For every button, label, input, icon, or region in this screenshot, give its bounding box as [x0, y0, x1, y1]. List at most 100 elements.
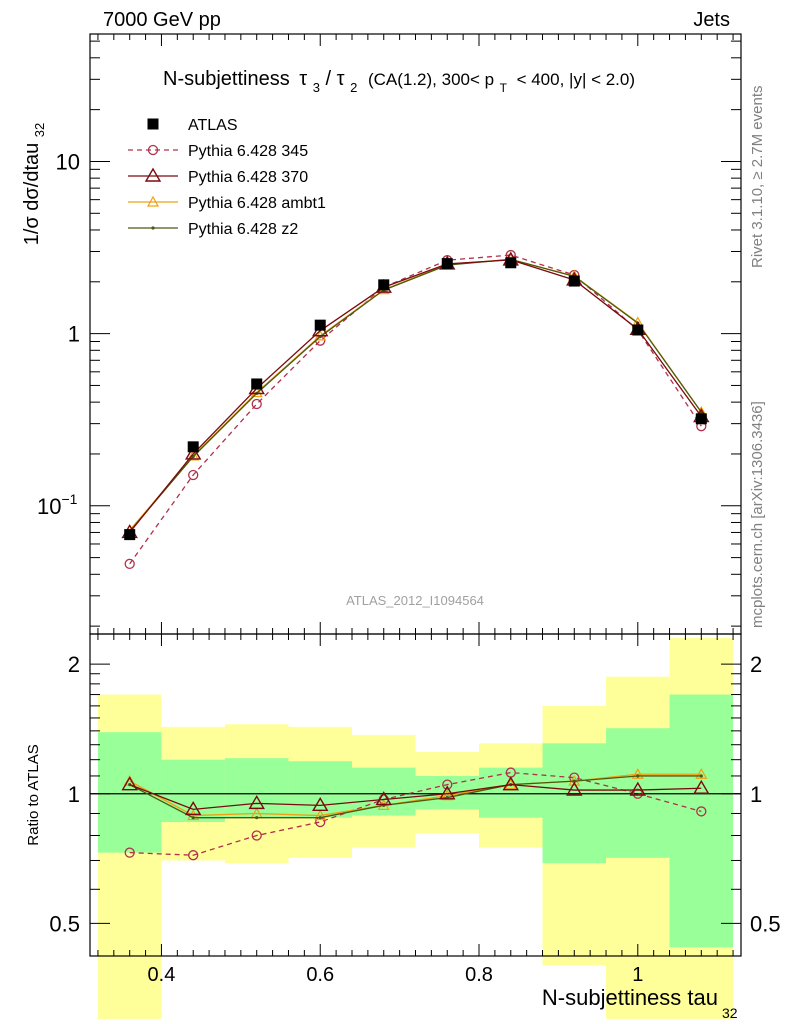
ratio-series-group	[121, 767, 710, 861]
data-point	[442, 779, 453, 790]
data-point	[151, 226, 155, 230]
legend-entry-ambt1: Pythia 6.428 ambt1	[128, 195, 326, 212]
ratio-band-inner	[606, 728, 670, 858]
data-point	[184, 800, 202, 816]
x-tick-label: 1	[632, 964, 643, 986]
data-point	[696, 806, 707, 817]
legend-entry-p370: Pythia 6.428 370	[128, 167, 308, 186]
data-point	[255, 816, 259, 820]
series-p345	[124, 249, 707, 569]
y-tick-base: 10	[37, 494, 61, 519]
ratio-bands	[97, 638, 734, 1019]
title-cuts-2: < 400, |y| < 2.0)	[517, 70, 635, 89]
data-point	[505, 257, 517, 269]
data-point	[441, 258, 453, 270]
data-point	[636, 774, 640, 778]
y-tick-label: 10−1	[37, 491, 78, 519]
y-tick-exponent: −1	[61, 491, 77, 507]
title-slash: /	[326, 68, 332, 90]
data-point	[251, 830, 262, 841]
series-line	[129, 775, 702, 819]
data-point	[693, 779, 710, 794]
legend-entry-p345: Pythia 6.428 345	[128, 143, 308, 160]
series-line	[129, 783, 702, 811]
ratio-band-inner	[479, 767, 543, 818]
series-line	[129, 258, 702, 531]
data-point	[441, 789, 454, 801]
series-line	[129, 259, 702, 533]
data-point	[188, 469, 199, 481]
data-point	[312, 796, 329, 812]
y-tick-label: 1	[68, 322, 80, 347]
ratio-band-inner	[288, 761, 352, 818]
title-sub-a: 3	[313, 80, 320, 95]
legend-label: Pythia 6.428 370	[188, 169, 308, 186]
process-label: Jets	[693, 9, 730, 31]
title-main: N-subjettiness	[163, 68, 290, 90]
x-tick-label: 0.6	[306, 964, 334, 986]
main-y-label-sub: 32	[32, 123, 47, 137]
x-axis-label: N-subjettiness tau	[542, 985, 718, 1010]
series-p370	[121, 251, 710, 539]
series-line	[129, 258, 702, 532]
data-point	[629, 781, 647, 796]
data-point	[314, 809, 327, 821]
title-sub-b: 2	[350, 80, 357, 95]
ratio-y-tick-label: 0.5	[49, 911, 80, 936]
data-point	[187, 449, 200, 461]
data-point	[187, 441, 199, 453]
series-line	[129, 254, 702, 565]
data-point	[248, 794, 265, 810]
ratio-y-axis-label: Ratio to ATLAS	[25, 744, 42, 845]
data-point	[121, 776, 138, 791]
title-cuts-1: (CA(1.2), 300< p	[368, 70, 494, 89]
data-point	[378, 279, 390, 291]
series-line	[129, 771, 702, 856]
data-point	[314, 319, 326, 331]
main-y-axis-label: 1/σ dσ/dtau 32	[21, 123, 47, 246]
data-point	[632, 788, 643, 799]
ratio-y-tick-label: 2	[68, 652, 80, 677]
x-label-text: N-subjettiness tau	[542, 985, 718, 1010]
ratio-band-inner	[97, 732, 162, 853]
data-point	[699, 774, 703, 778]
data-point	[188, 850, 199, 861]
series-p370	[121, 776, 710, 816]
data-point	[566, 781, 583, 796]
x-label-sub: 32	[722, 1005, 738, 1021]
data-point	[318, 816, 322, 820]
ratio-y-tick-label-right: 1	[750, 782, 762, 807]
data-point	[568, 275, 580, 287]
data-point	[251, 378, 263, 390]
ratio-band-inner	[669, 694, 734, 948]
title-cuts-sub: T	[500, 81, 508, 95]
data-point	[124, 558, 135, 569]
y-tick-label: 10	[56, 149, 80, 174]
series-atlas	[124, 257, 707, 541]
legend-label: Pythia 6.428 ambt1	[188, 195, 326, 212]
title-tau-b: τ	[337, 68, 345, 90]
data-point	[191, 816, 195, 820]
series-line	[129, 773, 702, 817]
series-ambt1	[123, 253, 708, 535]
data-point	[146, 195, 160, 207]
data-point	[631, 768, 644, 779]
legend-label: Pythia 6.428 345	[188, 143, 308, 160]
data-point	[124, 847, 135, 858]
legend-entry-z2: Pythia 6.428 z2	[128, 221, 298, 238]
data-point	[439, 785, 456, 800]
data-point	[124, 529, 136, 541]
data-point	[632, 324, 644, 336]
data-point	[147, 144, 159, 156]
x-tick-label: 0.4	[148, 964, 176, 986]
analysis-id-label: ATLAS_2012_I1094564	[346, 593, 484, 608]
series-z2	[128, 257, 703, 533]
ratio-y-tick-label: 1	[68, 782, 80, 807]
mcplots-side-label: mcplots.cern.ch [arXiv:1306.3436]	[749, 401, 766, 628]
ratio-band-inner	[161, 759, 225, 822]
legend-label: ATLAS	[188, 117, 238, 134]
chart-title: N-subjettiness τ 3 / τ 2 (CA(1.2), 300< …	[163, 68, 635, 97]
title-tau-a: τ	[299, 68, 307, 90]
data-point	[695, 768, 708, 779]
